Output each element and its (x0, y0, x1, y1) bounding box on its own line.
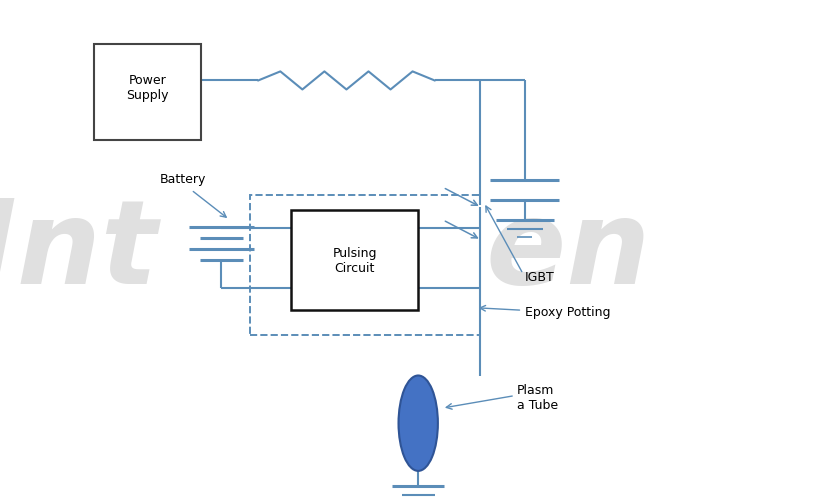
Bar (250, 195, 479, 336)
Text: Epoxy Potting: Epoxy Potting (524, 306, 609, 319)
Text: Int        en: Int en (0, 193, 649, 308)
Ellipse shape (398, 376, 437, 471)
Text: Battery: Battery (160, 173, 206, 186)
Text: Plasm
a Tube: Plasm a Tube (516, 383, 557, 411)
Bar (291, 210, 418, 311)
Text: Power
Supply: Power Supply (126, 74, 169, 102)
Text: Pulsing
Circuit: Pulsing Circuit (332, 246, 377, 275)
Bar (94, 45, 201, 140)
Text: IGBT: IGBT (524, 271, 554, 284)
